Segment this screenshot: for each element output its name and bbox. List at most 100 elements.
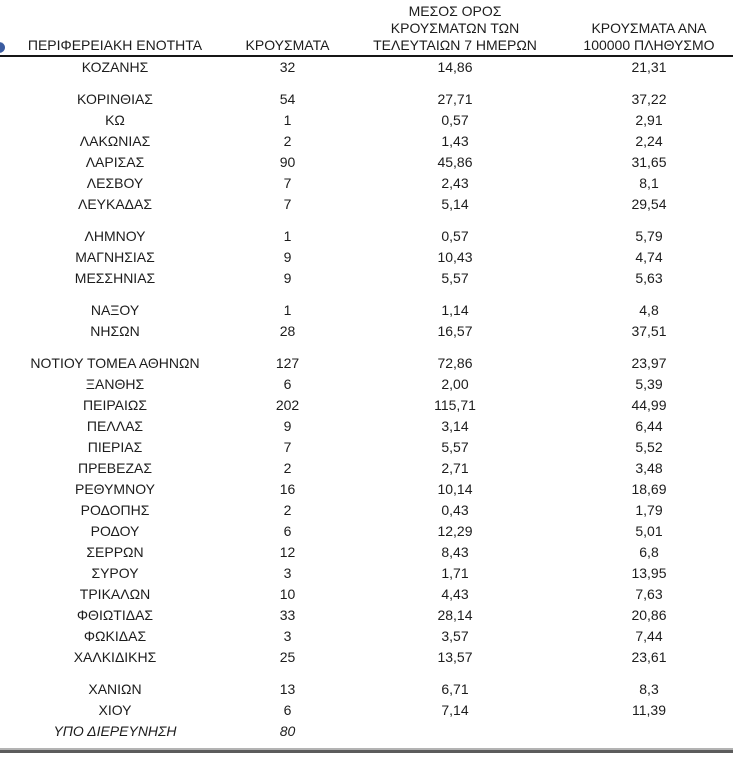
group-spacer [0,289,733,300]
table-row: ΣΥΡΟΥ 3 1,71 13,95 [0,563,733,584]
cell-cases: 6 [283,702,292,718]
table-row: ΦΩΚΙΔΑΣ 3 3,57 7,44 [0,626,733,647]
cell-avg-7day: 7,14 [441,702,469,718]
cell-avg-7day: 2,43 [441,175,469,191]
header-per-100k: ΚΡΟΥΣΜΑΤΑ ΑΝΑ 100000 ΠΛΗΘΥΣΜΟ [565,20,733,55]
group-spacer [0,668,733,679]
cell-cases: 33 [279,607,296,623]
cell-avg-7day: 45,86 [437,154,473,170]
cell-avg-7day: 3,14 [441,418,469,434]
cell-cases-per-100k: 4,8 [639,302,659,318]
cell-cases: 28 [279,323,296,339]
table-row: ΛΕΥΚΑΔΑΣ 7 5,14 29,54 [0,194,733,215]
table-row: ΝΟΤΙΟΥ ΤΟΜΕΑ ΑΘΗΝΩΝ 127 72,86 23,97 [0,353,733,374]
cell-cases: 9 [283,418,292,434]
cell-cases-per-100k: 7,63 [635,586,663,602]
table-row: ΧΑΛΚΙΔΙΚΗΣ 25 13,57 23,61 [0,647,733,668]
header-avg-7day-line3: ΤΕΛΕΥΤΑΙΩΝ 7 ΗΜΕΡΩΝ [373,37,537,53]
cell-region: ΛΑΡΙΣΑΣ [85,154,145,170]
cell-region: ΧΑΝΙΩΝ [88,681,142,697]
cell-region: ΠΙΕΡΙΑΣ [87,439,143,455]
cell-avg-7day: 13,57 [437,649,473,665]
cell-region: ΜΑΓΝΗΣΙΑΣ [75,249,155,265]
cell-region: ΜΕΣΣΗΝΙΑΣ [74,270,156,286]
cell-cases: 127 [275,355,300,371]
cell-cases-per-100k: 2,91 [635,112,663,128]
group-spacer [0,342,733,353]
cell-cases-per-100k: 3,48 [635,460,663,476]
cell-cases-per-100k: 2,24 [635,133,663,149]
cell-region: ΛΑΚΩΝΙΑΣ [79,133,151,149]
table-bottom-rule [0,748,733,753]
cell-region: ΝΟΤΙΟΥ ΤΟΜΕΑ ΑΘΗΝΩΝ [30,355,200,371]
cell-avg-7day: 5,57 [441,439,469,455]
cell-cases-per-100k: 8,1 [639,175,659,191]
cell-region: ΣΕΡΡΩΝ [86,544,144,560]
cell-avg-7day: 10,43 [437,249,473,265]
table-row: ΛΑΚΩΝΙΑΣ 2 1,43 2,24 [0,131,733,152]
cell-avg-7day: 5,57 [441,270,469,286]
cell-avg-7day: 72,86 [437,355,473,371]
cell-region: ΦΘΙΩΤΙΔΑΣ [76,607,154,623]
cell-region: ΝΗΣΩΝ [90,323,140,339]
cell-cases: 80 [279,723,296,739]
cell-region: ΥΠΟ ΔΙΕΡΕΥΝΗΣΗ [53,723,177,739]
cell-avg-7day: 0,57 [441,228,469,244]
cell-cases-per-100k: 44,99 [631,397,667,413]
cell-cases: 13 [279,681,296,697]
cell-cases: 3 [283,565,292,581]
table-row: ΤΡΙΚΑΛΩΝ 10 4,43 7,63 [0,584,733,605]
cell-cases: 7 [283,175,292,191]
table-row: ΝΗΣΩΝ 28 16,57 37,51 [0,321,733,342]
cell-cases-per-100k: 4,74 [635,249,663,265]
cell-region: ΡΟΔΟΥ [90,523,140,539]
cell-avg-7day: 4,43 [441,586,469,602]
cell-region: ΚΩ [105,112,125,128]
cell-cases-per-100k: 23,61 [631,649,667,665]
cell-avg-7day: 16,57 [437,323,473,339]
table-row: ΛΕΣΒΟΥ 7 2,43 8,1 [0,173,733,194]
cell-cases-per-100k: 1,79 [635,502,663,518]
cell-avg-7day: 10,14 [437,481,473,497]
cell-avg-7day: 1,14 [441,302,469,318]
cell-avg-7day: 2,71 [441,460,469,476]
cell-region: ΧΑΛΚΙΔΙΚΗΣ [73,649,157,665]
table-row: ΣΕΡΡΩΝ 12 8,43 6,8 [0,542,733,563]
cell-avg-7day: 14,86 [437,59,473,75]
cell-cases: 9 [283,249,292,265]
cell-cases-per-100k: 5,39 [635,376,663,392]
table-row: ΠΕΛΛΑΣ 9 3,14 6,44 [0,416,733,437]
cell-cases: 9 [283,270,292,286]
table-row: ΚΟΡΙΝΘΙΑΣ 54 27,71 37,22 [0,89,733,110]
cell-region: ΛΗΜΝΟΥ [84,228,146,244]
cell-region: ΚΟΖΑΝΗΣ [81,59,149,75]
cell-cases: 1 [283,302,292,318]
cell-region: ΛΕΥΚΑΔΑΣ [77,196,153,212]
cell-cases-per-100k: 5,52 [635,439,663,455]
cell-region: ΡΕΘΥΜΝΟΥ [74,481,155,497]
cell-cases-per-100k: 21,31 [631,59,667,75]
cell-cases-per-100k: 23,97 [631,355,667,371]
header-per-100k-line2: 100000 ΠΛΗΘΥΣΜΟ [583,37,715,53]
cell-cases: 2 [283,460,292,476]
table-body: ΚΟΖΑΝΗΣ 32 14,86 21,31 ΚΟΡΙΝΘΙΑΣ 54 27,7… [0,57,733,742]
cropped-blue-dot-icon [0,42,5,53]
header-regional-unit: ΠΕΡΙΦΕΡΕΙΑΚΗ ΕΝΟΤΗΤΑ [27,37,203,53]
cell-cases-per-100k: 5,63 [635,270,663,286]
cell-cases: 1 [283,228,292,244]
cell-cases: 12 [279,544,296,560]
cell-cases: 16 [279,481,296,497]
cell-cases-per-100k: 5,01 [635,523,663,539]
table-row: ΧΙΟΥ 6 7,14 11,39 [0,700,733,721]
table-row: ΠΡΕΒΕΖΑΣ 2 2,71 3,48 [0,458,733,479]
cell-cases: 10 [279,586,296,602]
cell-cases: 6 [283,523,292,539]
table-row: ΠΙΕΡΙΑΣ 7 5,57 5,52 [0,437,733,458]
table-row: ΡΟΔΟΥ 6 12,29 5,01 [0,521,733,542]
cell-region: ΧΙΟΥ [98,702,132,718]
cell-avg-7day: 1,43 [441,133,469,149]
cell-cases: 2 [283,502,292,518]
cell-cases-per-100k: 5,79 [635,228,663,244]
group-spacer [0,78,733,89]
table-row: ΠΕΙΡΑΙΩΣ 202 115,71 44,99 [0,395,733,416]
